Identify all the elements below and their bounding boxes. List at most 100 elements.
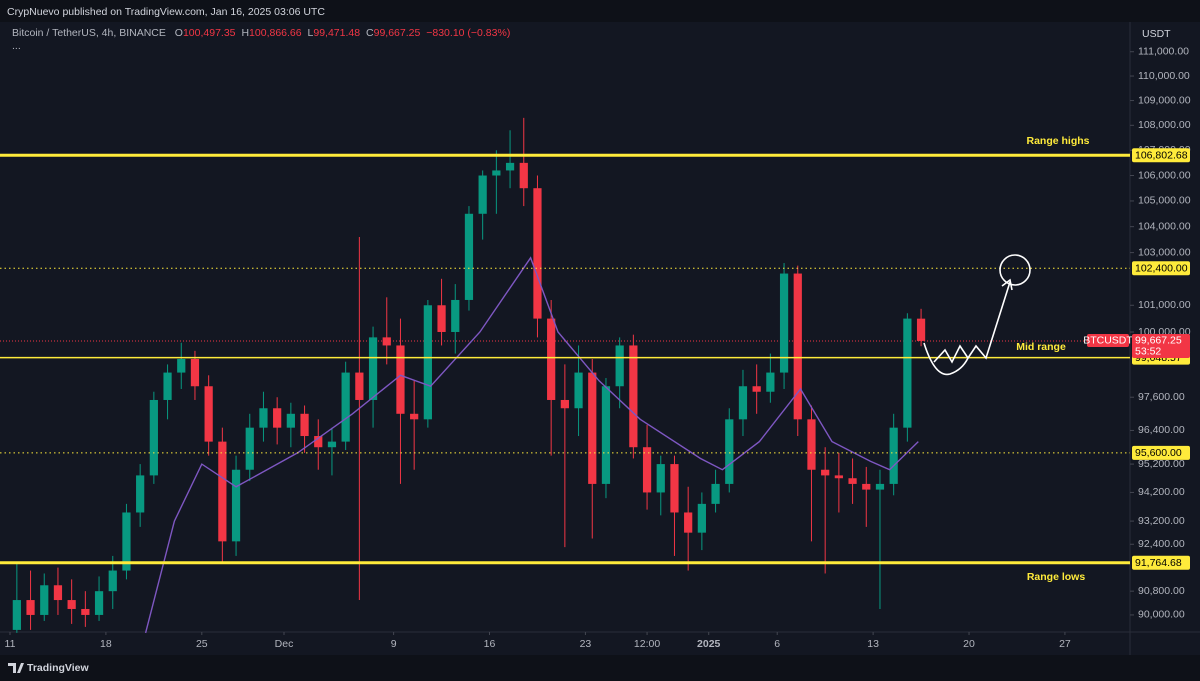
y-tick-label: 92,400.00 (1138, 538, 1185, 550)
candle-body (464, 213, 474, 300)
y-tick-label: 90,800.00 (1138, 585, 1185, 597)
y-tick-label: 95,200.00 (1138, 458, 1185, 470)
y-tick-label: 93,200.00 (1138, 515, 1185, 527)
brand: TradingView (27, 662, 89, 674)
candle-body (492, 170, 501, 176)
ohlc-key: H (241, 27, 249, 39)
x-tick-label: 13 (867, 638, 879, 650)
candle-body (53, 585, 63, 601)
candle-body (670, 464, 679, 513)
symbol-tag-box (1087, 333, 1129, 347)
y-tick-label: 96,400.00 (1138, 424, 1185, 436)
level-label-box (1132, 555, 1190, 570)
x-tick-label: 16 (484, 638, 496, 650)
annotation: Mid range (1016, 341, 1066, 353)
ohlc-key: C (366, 27, 374, 39)
candle-body (711, 483, 720, 504)
last-price-label: 99,667.25 (1135, 335, 1182, 347)
candle-body (588, 372, 597, 484)
candle-body (916, 318, 926, 341)
candle-body (368, 337, 378, 400)
candle-body (862, 483, 871, 490)
level-label-box (1132, 445, 1190, 460)
candle-body (451, 299, 460, 332)
candle-body (779, 273, 789, 373)
y-tick-label: 104,000.00 (1138, 220, 1191, 232)
candle-body (136, 475, 145, 513)
publisher: CrypNuevo published on TradingView.com, … (7, 6, 325, 18)
candle-body (684, 512, 693, 533)
candle-body (903, 318, 912, 428)
candle-body (108, 570, 117, 592)
footer-bar (0, 655, 1200, 681)
ohlc-value: 100,497.35 (183, 27, 236, 39)
level-label: 91,764.68 (1135, 557, 1182, 569)
candle-body (656, 464, 665, 493)
x-tick-label: 18 (100, 638, 112, 650)
y-tick-label: 105,000.00 (1138, 195, 1191, 207)
candle-body (615, 345, 624, 387)
candle-body (300, 413, 309, 437)
ohlc-value: 99,667.25 (374, 27, 421, 39)
candle-body (273, 408, 282, 428)
target-circle (999, 254, 1031, 286)
y-tick-label: 106,000.00 (1138, 169, 1191, 181)
brand-logo (8, 663, 24, 673)
candle-body (807, 419, 816, 470)
last-price-box (1132, 333, 1190, 358)
countdown: 53:52 (1135, 346, 1161, 358)
x-tick-label: 6 (774, 638, 780, 650)
candle-body (574, 372, 583, 409)
symbol: Bitcoin / TetherUS, 4h, BINANCE (12, 27, 166, 39)
y-tick-label: 109,000.00 (1138, 94, 1191, 106)
candle-body (286, 413, 295, 428)
ohlc-key: O (175, 27, 183, 39)
candle-body (821, 469, 830, 476)
level-label-box (1132, 148, 1190, 163)
x-tick-label: 2025 (697, 638, 721, 650)
candle-body (848, 478, 857, 484)
candle-body (149, 399, 158, 476)
ohlc-value: 100,866.66 (249, 27, 302, 39)
candle-body (889, 427, 898, 484)
top-bar (0, 0, 1200, 22)
candle-body (752, 386, 761, 392)
candle-body (12, 600, 21, 630)
drawn-curve (923, 342, 969, 376)
change: −830.10 (−0.83%) (426, 27, 510, 39)
legend: Bitcoin / TetherUS, 4h, BINANCE O100,497… (12, 27, 510, 39)
y-tick-label: 101,000.00 (1138, 299, 1191, 311)
plot (0, 117, 1130, 634)
candle-body (410, 413, 419, 420)
y-tick-label: 110,000.00 (1138, 70, 1190, 82)
candle-body (382, 337, 391, 346)
candle-body (163, 372, 172, 400)
moving-average (144, 256, 919, 634)
candle-body (437, 305, 446, 332)
candle-body (519, 162, 528, 189)
candle-body (94, 591, 104, 615)
x-tick-label: 25 (196, 638, 208, 650)
x-tick-label: 23 (580, 638, 592, 650)
candle-body (601, 386, 611, 484)
y-tick-label: 94,200.00 (1138, 486, 1185, 498)
candle-body (327, 441, 337, 448)
candle-body (725, 419, 734, 484)
currency: USDT (1142, 28, 1171, 40)
candle-body (341, 372, 350, 442)
candle-body (355, 372, 364, 400)
candle-body (204, 386, 213, 442)
annotation: Range lows (1027, 571, 1086, 583)
candle-body (629, 345, 638, 448)
more-button[interactable]: ... (12, 40, 21, 52)
candle-body (259, 408, 268, 428)
x-tick-label: 11 (5, 638, 16, 650)
candle-body (834, 475, 843, 479)
level-label: 95,600.00 (1135, 447, 1182, 459)
drawn-zigzag (933, 281, 1011, 364)
candle-body (245, 427, 254, 470)
candle-body (423, 305, 432, 420)
y-tick-label: 111,000.00 (1138, 46, 1189, 58)
logo-shape (8, 663, 24, 673)
